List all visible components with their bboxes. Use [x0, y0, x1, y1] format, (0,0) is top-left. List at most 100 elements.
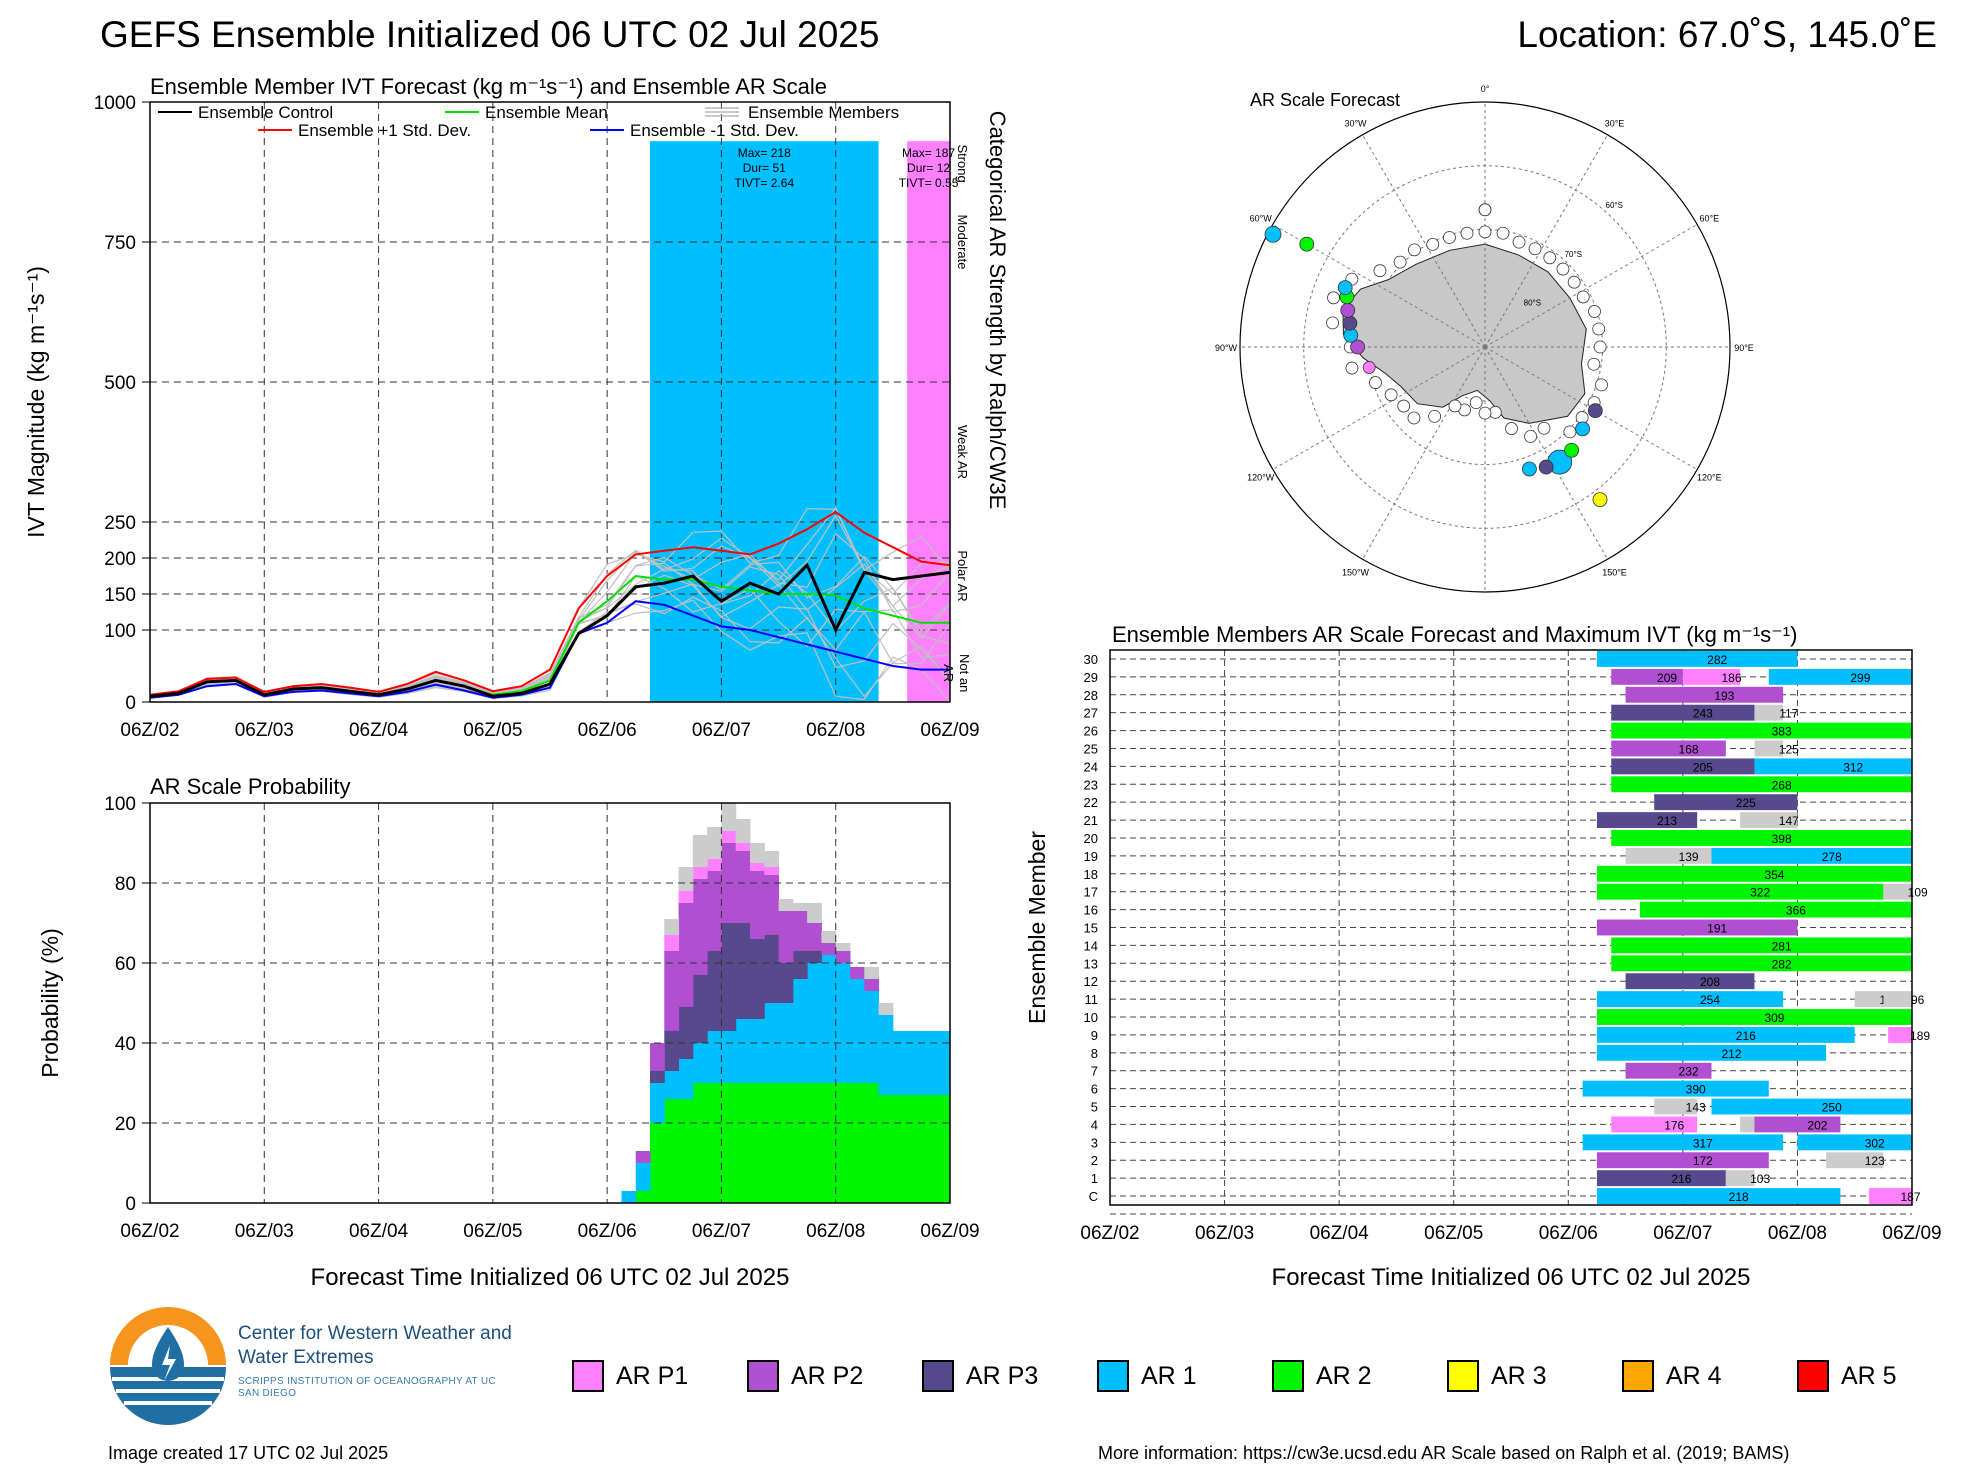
longitude-label: 150°E: [1602, 567, 1627, 577]
prob-bar: [650, 1123, 665, 1203]
member-ar-bar: [1754, 1116, 1841, 1133]
prob-bar: [778, 899, 794, 911]
prob-bar: [821, 1083, 837, 1203]
member-ar-bar: [1611, 955, 1912, 972]
member-ar-bar: [1711, 1098, 1912, 1115]
member-ar-bar: [1596, 919, 1798, 936]
location-marker: [1369, 376, 1382, 389]
prob-bar: [864, 991, 880, 1083]
member-max-ivt-label: 250: [1822, 1101, 1842, 1115]
member-max-ivt-label: 390: [1686, 1083, 1706, 1097]
legend-label: AR 1: [1141, 1362, 1197, 1390]
prob-bar: [850, 979, 865, 1083]
ivt-chart-title: Ensemble Member IVT Forecast (kg m⁻¹s⁻¹)…: [150, 74, 827, 99]
location-label: Location: 67.0˚S, 145.0˚E: [1517, 14, 1937, 55]
prob-bar: [792, 951, 808, 979]
legend-swatch: [1097, 1360, 1129, 1392]
prob-bar: [892, 1031, 908, 1095]
member-max-ivt-label: 143: [1686, 1101, 1706, 1115]
prob-bar: [807, 1083, 822, 1203]
member-max-ivt-label: 225: [1736, 796, 1756, 810]
prob-bar: [778, 963, 794, 1003]
prob-bar: [821, 943, 837, 955]
member-label: 7: [1091, 1064, 1098, 1079]
member-max-ivt-label: 218: [1729, 1190, 1749, 1204]
location-marker: [1588, 305, 1601, 318]
legend-label: AR 4: [1666, 1362, 1722, 1390]
x-tick-label: 06Z/08: [806, 1221, 865, 1242]
prob-bar: [692, 1043, 708, 1083]
member-ar-bar: [1611, 722, 1912, 739]
member-ar-bar: [1596, 812, 1698, 829]
x-tick-label: 06Z/07: [692, 720, 751, 741]
prob-bar: [850, 1083, 865, 1203]
meridian-line: [1484, 224, 1698, 348]
prob-bar: [735, 819, 751, 843]
member-label: C: [1089, 1189, 1098, 1204]
member-max-ivt-label: 312: [1843, 760, 1863, 774]
map-title: AR Scale Forecast: [1250, 90, 1400, 110]
location-marker: [1478, 225, 1492, 239]
location-marker: [1587, 357, 1601, 371]
member-max-ivt-label: 268: [1772, 778, 1792, 792]
x-tick-label: 06Z/06: [1539, 1223, 1598, 1244]
member-label: 12: [1084, 974, 1098, 989]
member-label: 30: [1084, 652, 1098, 667]
antarctica-landmass: [1342, 243, 1587, 424]
member-ar-bar: [1596, 1170, 1726, 1187]
created-timestamp: Image created 17 UTC 02 Jul 2025: [108, 1443, 389, 1463]
meridian-line: [1484, 346, 1608, 560]
member-max-ivt-label: 212: [1721, 1047, 1741, 1061]
location-marker: [1393, 255, 1407, 269]
prob-bar: [707, 871, 722, 951]
ar-marker: [1337, 280, 1353, 296]
member-label: 8: [1091, 1046, 1098, 1061]
member-ar-bar: [1596, 1044, 1827, 1061]
member-max-ivt-label: 168: [1679, 742, 1699, 756]
member-max-ivt-label: 103: [1750, 1172, 1770, 1186]
member-max-ivt-label: 117: [1779, 707, 1798, 721]
prob-bar: [764, 867, 780, 875]
prob-bar: [635, 1151, 651, 1163]
series-line: [149, 562, 951, 698]
prob-bar: [835, 963, 851, 1083]
member-label: 26: [1084, 724, 1098, 739]
longitude-label: 90°W: [1215, 343, 1238, 353]
legend-swatch: [1797, 1360, 1829, 1392]
members-plot-frame: [1109, 649, 1913, 1206]
legend-label: AR 2: [1316, 1362, 1372, 1390]
cw3e-logo: [108, 1305, 228, 1425]
ar-marker: [1592, 492, 1608, 508]
ar-event-annotation: Dur= 12: [907, 161, 950, 175]
prob-bar: [735, 1019, 751, 1083]
prob-bar: [750, 1083, 765, 1203]
legend-text: Ensemble +1 Std. Dev.: [298, 121, 471, 140]
longitude-label: 150°W: [1342, 567, 1370, 577]
prob-bar: [664, 1031, 680, 1071]
prob-bar: [678, 867, 694, 891]
ensemble-members-chart: Ensemble Members AR Scale Forecast and M…: [1024, 622, 1942, 1291]
member-max-ivt-label: 208: [1700, 975, 1720, 989]
series-line: [149, 600, 950, 699]
member-ar-bar: [1582, 1134, 1784, 1151]
prob-bar: [692, 975, 708, 1043]
prob-bar: [878, 1003, 894, 1015]
prob-bar: [707, 1083, 722, 1203]
prob-bar: [778, 911, 794, 963]
ar-marker: [1522, 461, 1537, 477]
member-label: 3: [1091, 1135, 1098, 1150]
legend-label: AR P3: [966, 1362, 1039, 1390]
member-label: 15: [1084, 921, 1098, 936]
ar-marker: [1350, 339, 1366, 355]
x-tick-label: 06Z/09: [920, 1221, 979, 1242]
member-max-ivt-label: 109: [1908, 886, 1928, 900]
prob-bar: [650, 1083, 665, 1123]
ar-marker: [1264, 225, 1282, 243]
prob-bar: [878, 1095, 894, 1203]
x-tick-label: 06Z/09: [1882, 1223, 1941, 1244]
member-max-ivt-label: 322: [1750, 886, 1770, 900]
y-tick-label: 500: [104, 373, 136, 394]
location-marker: [1524, 430, 1538, 443]
member-max-ivt-label: 216: [1736, 1029, 1756, 1043]
member-max-ivt-label: 187: [1901, 1190, 1921, 1204]
